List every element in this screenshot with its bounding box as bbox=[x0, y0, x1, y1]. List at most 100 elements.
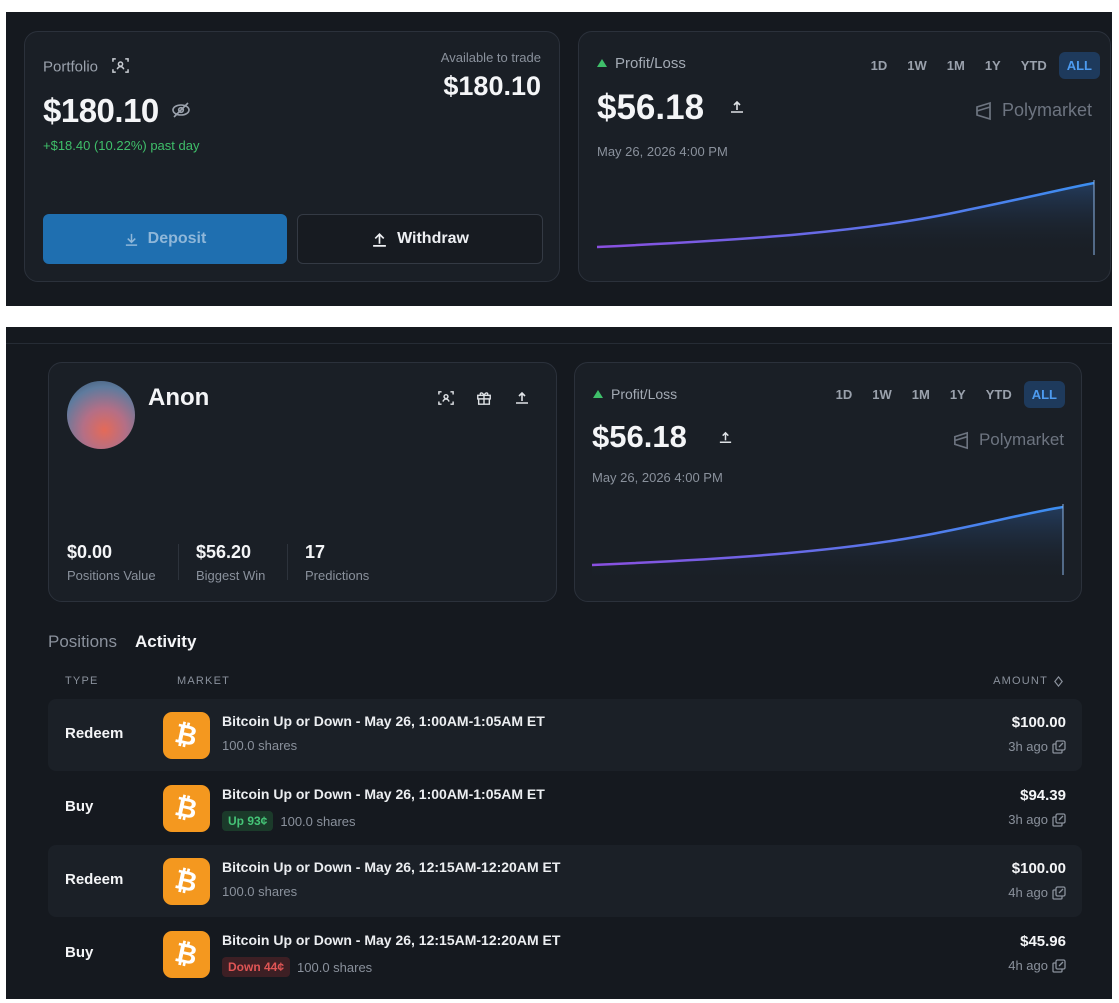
table-row[interactable]: Redeem ₿ Bitcoin Up or Down - May 26, 1:00… bbox=[48, 699, 1082, 771]
activity-time: 3h ago bbox=[1008, 812, 1066, 827]
available-to-trade-label: Available to trade bbox=[440, 50, 541, 65]
range-1y[interactable]: 1Y bbox=[949, 387, 966, 402]
portfolio-title-label: Portfolio bbox=[43, 58, 99, 76]
polymarket-label: Polymarket bbox=[1001, 100, 1092, 120]
up-triangle-icon bbox=[597, 59, 607, 67]
share-icon[interactable] bbox=[729, 99, 745, 120]
range-1d[interactable]: 1D bbox=[870, 58, 888, 73]
up-triangle-icon bbox=[593, 390, 603, 398]
eye-off-icon[interactable] bbox=[171, 100, 191, 125]
range-1w[interactable]: 1W bbox=[872, 387, 892, 402]
time-range-selector: 1D 1W 1M 1Y YTD ALL bbox=[863, 52, 1100, 79]
stat-label: Biggest Win bbox=[196, 568, 266, 583]
profit-loss-label-text: Profit/Loss bbox=[615, 55, 686, 72]
bitcoin-icon: ₿ bbox=[163, 712, 210, 759]
shares: 100.0 shares bbox=[280, 813, 356, 829]
activity-type: Redeem bbox=[65, 871, 124, 888]
range-all[interactable]: ALL bbox=[1023, 381, 1065, 408]
column-header-amount[interactable]: AMOUNT bbox=[993, 675, 1064, 687]
market-subline: 100.0 shares bbox=[222, 884, 297, 899]
time-range-selector: 1D 1W 1M 1Y YTD ALL bbox=[828, 381, 1065, 408]
market-subline: 100.0 shares bbox=[222, 738, 297, 753]
range-1y[interactable]: 1Y bbox=[984, 58, 1001, 73]
bottom-screenshot-panel: Anon $0.00 Positions Value $56.20 Bigges… bbox=[6, 327, 1112, 999]
profit-loss-date: May 26, 2026 4:00 PM bbox=[592, 470, 723, 485]
stat-value: $0.00 bbox=[67, 542, 113, 562]
time-ago: 4h ago bbox=[1008, 958, 1048, 973]
profit-loss-label: Profit/Loss bbox=[593, 386, 677, 402]
market-subline: Down 44¢ 100.0 shares bbox=[222, 957, 372, 977]
range-ytd[interactable]: YTD bbox=[1020, 58, 1047, 73]
sort-icon bbox=[1054, 675, 1063, 687]
share-icon[interactable] bbox=[514, 390, 530, 411]
bitcoin-icon: ₿ bbox=[163, 858, 210, 905]
outcome-badge: Down 44¢ bbox=[222, 957, 291, 977]
scan-icon[interactable] bbox=[112, 58, 130, 78]
market-subline: Up 93¢ 100.0 shares bbox=[222, 811, 356, 831]
table-row[interactable]: Buy ₿ Bitcoin Up or Down - May 26, 12:15AM… bbox=[48, 918, 1082, 990]
avatar[interactable] bbox=[67, 381, 135, 449]
shares: 100.0 shares bbox=[297, 959, 373, 975]
column-header-market: MARKET bbox=[177, 675, 231, 687]
stat-predictions: 17 Predictions bbox=[305, 542, 369, 583]
polymarket-logo-icon bbox=[954, 431, 968, 449]
activity-amount: $100.00 bbox=[1011, 860, 1066, 877]
profit-loss-value: $56.18 bbox=[592, 419, 687, 454]
tab-activity[interactable]: Activity bbox=[134, 632, 197, 651]
activity-amount: $45.96 bbox=[1020, 933, 1066, 950]
profit-loss-card-bottom: Profit/Loss $56.18 May 26, 2026 4:00 PM … bbox=[574, 362, 1082, 602]
profit-loss-label-text: Profit/Loss bbox=[611, 386, 678, 402]
activity-tabs: Positions Activity bbox=[48, 632, 196, 652]
market-title[interactable]: Bitcoin Up or Down - May 26, 1:00AM-1:05… bbox=[222, 786, 545, 802]
amount-header-label: AMOUNT bbox=[993, 675, 1048, 687]
column-header-type: TYPE bbox=[65, 675, 99, 687]
share-icon[interactable] bbox=[718, 430, 733, 450]
copy-link-icon[interactable] bbox=[1052, 958, 1066, 973]
activity-time: 4h ago bbox=[1008, 958, 1066, 973]
range-ytd[interactable]: YTD bbox=[985, 387, 1012, 402]
portfolio-title: Portfolio bbox=[43, 57, 130, 78]
top-screenshot-panel: Portfolio $180.10 +$18.40 (10.22%) past … bbox=[6, 12, 1112, 306]
table-row[interactable]: Buy ₿ Bitcoin Up or Down - May 26, 1:00AM-… bbox=[48, 772, 1082, 844]
bitcoin-icon: ₿ bbox=[163, 785, 210, 832]
chart-area bbox=[592, 507, 1063, 583]
tab-positions[interactable]: Positions bbox=[48, 632, 117, 651]
market-title[interactable]: Bitcoin Up or Down - May 26, 1:00AM-1:05… bbox=[222, 713, 545, 729]
withdraw-label: Withdraw bbox=[397, 230, 469, 247]
chart-line bbox=[597, 181, 1095, 249]
profit-loss-chart-bottom bbox=[592, 504, 1064, 583]
chart-line bbox=[592, 505, 1064, 567]
profile-actions bbox=[438, 390, 530, 411]
shares: 100.0 shares bbox=[222, 884, 298, 899]
profile-name: Anon bbox=[148, 384, 210, 411]
range-all[interactable]: ALL bbox=[1058, 52, 1100, 79]
copy-link-icon[interactable] bbox=[1052, 739, 1066, 754]
table-row[interactable]: Redeem ₿ Bitcoin Up or Down - May 26, 12:1… bbox=[48, 845, 1082, 917]
copy-link-icon[interactable] bbox=[1052, 885, 1066, 900]
profit-loss-card-top: Profit/Loss $56.18 May 26, 2026 4:00 PM … bbox=[578, 31, 1111, 282]
stat-label: Predictions bbox=[305, 568, 370, 583]
range-1m[interactable]: 1M bbox=[911, 387, 930, 402]
polymarket-brand: Polymarket bbox=[974, 100, 1092, 121]
range-1w[interactable]: 1W bbox=[907, 58, 927, 73]
scan-icon[interactable] bbox=[438, 390, 454, 411]
time-ago: 3h ago bbox=[1008, 739, 1048, 754]
range-1m[interactable]: 1M bbox=[946, 58, 965, 73]
market-title[interactable]: Bitcoin Up or Down - May 26, 12:15AM-12:… bbox=[222, 932, 561, 948]
profit-loss-label: Profit/Loss bbox=[597, 55, 686, 72]
withdraw-button[interactable]: Withdraw bbox=[297, 214, 543, 264]
stat-value: $56.20 bbox=[196, 542, 252, 562]
polymarket-label: Polymarket bbox=[978, 430, 1064, 449]
range-1d[interactable]: 1D bbox=[835, 387, 853, 402]
available-to-trade-value: $180.10 bbox=[443, 71, 541, 101]
profit-loss-chart-top bbox=[597, 180, 1095, 255]
divider bbox=[6, 343, 1112, 344]
copy-link-icon[interactable] bbox=[1052, 812, 1066, 827]
portfolio-card: Portfolio $180.10 +$18.40 (10.22%) past … bbox=[24, 31, 560, 282]
gift-icon[interactable] bbox=[476, 390, 492, 411]
market-title[interactable]: Bitcoin Up or Down - May 26, 12:15AM-12:… bbox=[222, 859, 561, 875]
deposit-button[interactable]: Deposit bbox=[43, 214, 287, 264]
profit-loss-value: $56.18 bbox=[597, 88, 705, 127]
time-ago: 4h ago bbox=[1008, 885, 1048, 900]
bitcoin-icon: ₿ bbox=[163, 931, 210, 978]
